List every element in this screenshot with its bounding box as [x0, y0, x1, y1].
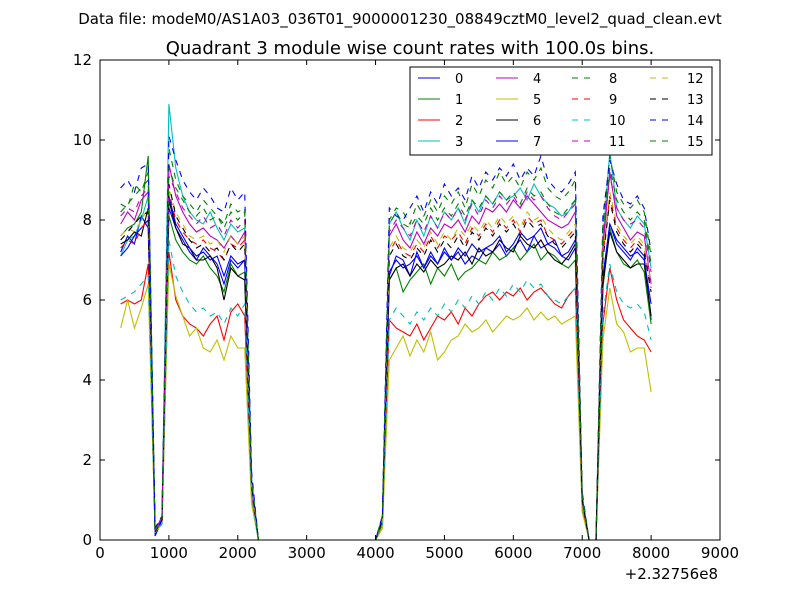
legend-label-0: 0: [455, 72, 463, 87]
x-tick-label: 4000: [356, 544, 394, 562]
x-tick-label: 6000: [494, 544, 532, 562]
suptitle: Data file: modeM0/AS1A03_036T01_90000012…: [78, 10, 722, 29]
legend-label-11: 11: [609, 135, 626, 150]
legend-label-13: 13: [687, 93, 704, 108]
legend-label-12: 12: [687, 72, 704, 87]
series-15-line: [120, 167, 652, 541]
x-offset-label: +2.32756e8: [625, 565, 718, 583]
legend-label-8: 8: [609, 72, 617, 87]
chart-title: Quadrant 3 module wise count rates with …: [166, 38, 655, 59]
y-tick-label: 8: [82, 211, 92, 229]
legend-label-7: 7: [533, 135, 541, 150]
x-tick-label: 9000: [701, 544, 739, 562]
y-tick-label: 12: [73, 51, 92, 69]
legend-label-4: 4: [533, 72, 541, 87]
x-tick-label: 3000: [288, 544, 326, 562]
legend-label-3: 3: [455, 135, 463, 150]
x-tick-label: 1000: [150, 544, 188, 562]
series-13-line: [120, 183, 652, 541]
series-5-line: [120, 263, 652, 541]
x-tick-label: 2000: [219, 544, 257, 562]
series-12-line: [120, 187, 652, 541]
y-tick-label: 10: [73, 131, 92, 149]
y-tick-label: 4: [82, 371, 92, 389]
legend-box: [409, 66, 713, 156]
legend-label-1: 1: [455, 93, 463, 108]
x-tick-label: 8000: [632, 544, 670, 562]
legend-label-6: 6: [533, 114, 541, 129]
legend-label-2: 2: [455, 114, 463, 129]
y-tick-label: 6: [82, 291, 92, 309]
y-tick-label: 0: [82, 531, 92, 549]
legend-label-5: 5: [533, 93, 541, 108]
x-tick-label: 7000: [563, 544, 601, 562]
series-2-line: [120, 251, 652, 541]
legend-label-9: 9: [609, 93, 617, 108]
legend-label-10: 10: [609, 114, 626, 129]
x-tick-label: 0: [95, 544, 105, 562]
axis-layer: 0 1000 2000 3000 4000 5000 6000 7000 8000 9000 0 2 4…: [73, 51, 739, 562]
series-layer: [120, 103, 652, 541]
legend-label-14: 14: [687, 114, 704, 129]
x-tick-label: 5000: [425, 544, 463, 562]
y-tick-label: 2: [82, 451, 92, 469]
legend-label-15: 15: [687, 135, 704, 150]
